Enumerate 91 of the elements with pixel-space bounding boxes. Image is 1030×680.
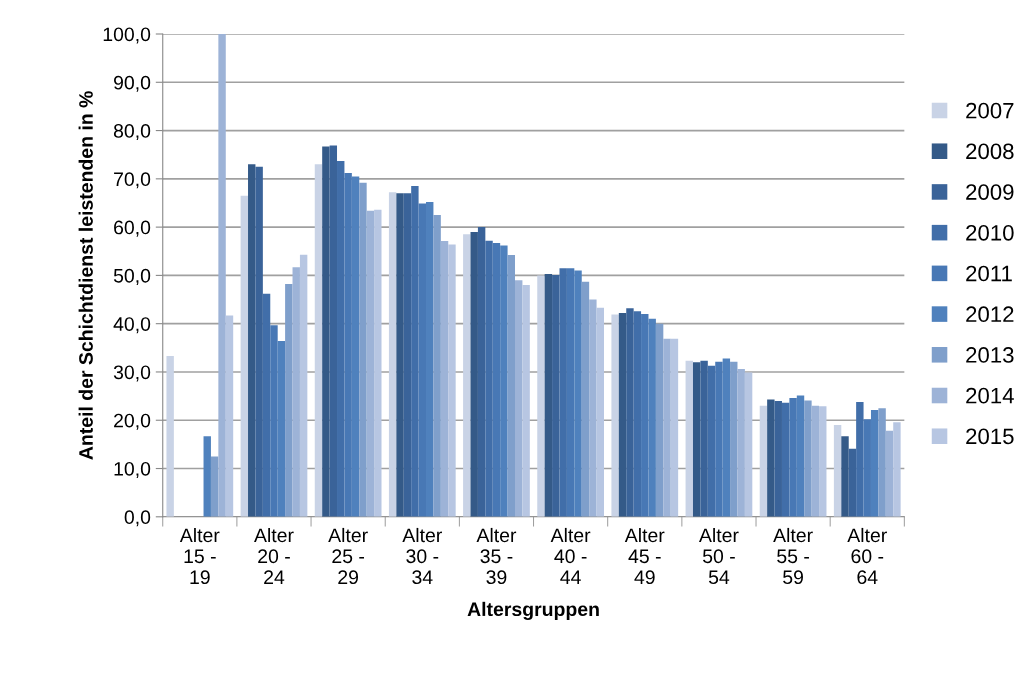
bar [596, 307, 604, 517]
bar [730, 361, 738, 517]
x-tick-label: Alter 45 - 49 [624, 527, 665, 585]
bar [663, 338, 671, 517]
bar [440, 241, 449, 517]
bar [700, 360, 708, 517]
legend-label: 2011 [966, 265, 1012, 282]
bar [203, 436, 211, 517]
bar [744, 372, 753, 517]
bar [166, 356, 174, 517]
bar [767, 399, 775, 517]
bar [581, 281, 590, 517]
bar [885, 430, 894, 517]
x-tick-label: Alter 30 - 34 [402, 527, 442, 585]
x-axis-title: Altersgruppen [467, 601, 599, 621]
legend-label: 2012 [966, 306, 1014, 323]
bar [848, 448, 857, 517]
y-tick-label: 70,0 [114, 172, 151, 189]
y-tick-label: 60,0 [114, 220, 151, 237]
bar [626, 308, 634, 517]
bar [611, 314, 619, 517]
bar [833, 425, 842, 517]
bar [463, 234, 471, 517]
legend-label: 2009 [966, 184, 1014, 200]
bar [388, 192, 397, 517]
x-tick-label: Alter 20 - 24 [254, 527, 294, 584]
bar [804, 400, 812, 517]
bar [618, 313, 627, 517]
bar [255, 166, 263, 517]
bar [285, 284, 293, 517]
x-tick-label: Alter 35 - 39 [476, 527, 517, 585]
bar [841, 436, 849, 517]
y-tick-label: 0,0 [124, 510, 151, 527]
bar [314, 164, 323, 517]
bar [522, 285, 530, 517]
bar [448, 244, 456, 517]
y-tick-label: 80,0 [113, 124, 151, 141]
x-tick-label: Alter 25 - 29 [328, 527, 368, 585]
legend-label: 2007 [966, 102, 1014, 119]
bar [544, 273, 553, 517]
bar [589, 299, 597, 517]
x-tick-label: Alter 40 - 44 [550, 527, 591, 584]
y-tick-label: 30,0 [113, 365, 151, 382]
bar [537, 275, 545, 517]
y-tick-label: 50,0 [113, 268, 151, 285]
bar [759, 405, 768, 517]
bar [403, 193, 412, 517]
bar [552, 274, 560, 517]
bar [685, 360, 693, 517]
x-tick-label: Alter 50 - 54 [698, 527, 739, 585]
bar [433, 215, 441, 517]
legend-label: 2008 [966, 143, 1014, 160]
legend-label: 2010 [966, 224, 1014, 241]
bar [655, 323, 664, 517]
x-tick-label: Alter 60 - 64 [847, 527, 887, 585]
y-tick-label: 10,0 [114, 461, 151, 479]
bar [359, 182, 367, 517]
bar [329, 145, 338, 517]
y-tick-label: 40,0 [113, 317, 151, 334]
bar [774, 400, 782, 517]
bar [670, 338, 679, 517]
bar [225, 315, 234, 517]
legend-label: 2013 [966, 347, 1014, 363]
y-tick-label: 100,0 [103, 27, 151, 44]
bar [248, 164, 256, 517]
bar [299, 254, 308, 517]
bar [507, 255, 515, 517]
bar [692, 362, 701, 517]
bar [218, 34, 226, 517]
x-tick-label: Alter 15 - 19 [179, 527, 220, 585]
bar [292, 267, 300, 517]
bar [322, 146, 330, 517]
bar [819, 406, 827, 517]
x-tick-label: Alter 55 - 59 [773, 527, 813, 585]
y-tick-label: 20,0 [114, 413, 151, 430]
bar [878, 408, 886, 517]
bar [515, 280, 523, 517]
bar [396, 193, 404, 517]
bar [240, 195, 249, 517]
bar [737, 369, 745, 517]
y-tick-label: 90,0 [114, 75, 151, 92]
bar [210, 456, 219, 517]
legend-label: 2015 [966, 428, 1014, 445]
bar [811, 405, 820, 517]
bar [374, 209, 382, 517]
bar [477, 227, 486, 517]
bar [366, 210, 375, 517]
bar [893, 422, 901, 517]
bar [470, 231, 478, 517]
legend-label: 2014 [966, 387, 1014, 404]
y-axis-title: Anteil der Schichtdienst leistenden in % [78, 91, 93, 460]
